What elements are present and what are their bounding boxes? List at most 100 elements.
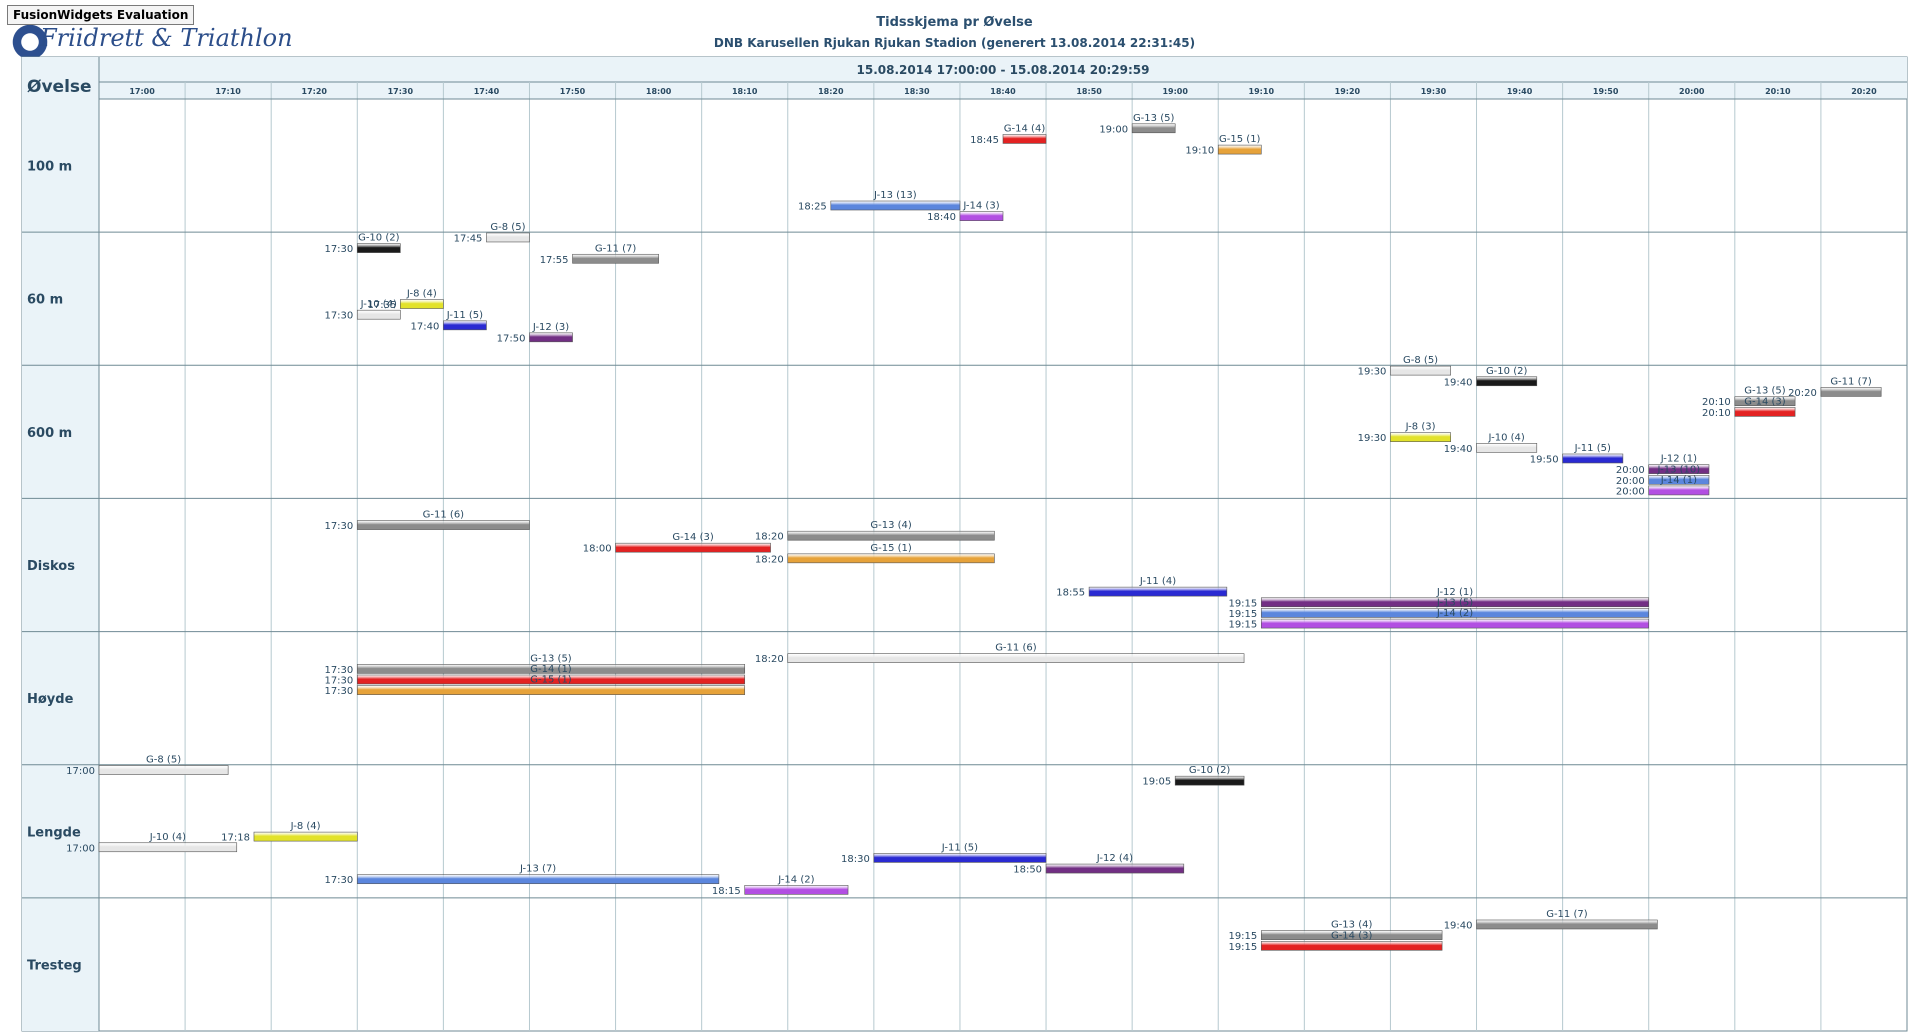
task-bar: [1476, 919, 1658, 930]
time-tick-label: 17:40: [474, 87, 500, 96]
task-bar: [744, 885, 849, 895]
task-bar: [98, 842, 238, 853]
task-label: J-14 (2): [777, 874, 814, 885]
task-bar: [356, 664, 746, 674]
task-label: G-10 (2): [358, 233, 400, 244]
task-label: J-11 (4): [1139, 576, 1176, 587]
task-label: G-8 (5): [1403, 355, 1438, 366]
task-label: G-8 (5): [490, 222, 525, 233]
task-start-label: 17:00: [66, 843, 95, 854]
row-label: Diskos: [27, 559, 75, 574]
time-tick-label: 17:50: [560, 87, 586, 96]
task-start-label: 19:50: [1530, 454, 1559, 465]
task-start-label: 17:40: [411, 321, 440, 332]
time-tick-label: 18:00: [646, 87, 672, 96]
task-label: J-14 (1): [1660, 475, 1697, 486]
time-tick-label: 17:30: [388, 87, 414, 96]
task-start-label: 17:30: [324, 875, 353, 886]
task-bar: [830, 200, 961, 211]
row-label: Høyde: [27, 692, 74, 707]
logo-text: Friidrett & Triathlon: [40, 24, 293, 52]
task-label: G-11 (7): [595, 243, 637, 254]
time-tick-label: 18:40: [990, 87, 1016, 96]
task-bar: [1562, 453, 1624, 464]
task-start-label: 17:30: [324, 665, 353, 676]
task-bar: [356, 243, 401, 253]
task-start-label: 19:40: [1444, 444, 1473, 455]
task-bar: [400, 299, 444, 309]
task-start-label: 18:20: [755, 654, 784, 665]
task-start-label: 18:45: [970, 135, 999, 146]
task-label: J-12 (3): [532, 322, 569, 333]
date-header-bg: [99, 57, 1907, 82]
time-tick-label: 19:40: [1507, 87, 1533, 96]
task-start-label: 19:40: [1444, 377, 1473, 388]
task-start-label: 20:00: [1616, 465, 1645, 476]
task-bar: [1390, 432, 1451, 442]
task-bar: [1131, 123, 1176, 134]
task-bar: [787, 653, 1245, 664]
task-bar: [615, 542, 771, 553]
task-bar: [356, 309, 401, 320]
time-tick-label: 18:50: [1076, 87, 1102, 96]
task-label: G-10 (2): [1486, 366, 1528, 377]
task-bar: [572, 253, 659, 264]
task-label: G-14 (4): [1004, 123, 1046, 134]
task-bar: [1476, 443, 1538, 453]
process-column-bg: [22, 57, 99, 1031]
task-start-label: 17:30: [324, 676, 353, 687]
task-start-label: 19:10: [1185, 146, 1214, 157]
row-label: Tresteg: [27, 958, 82, 973]
task-bar: [98, 765, 229, 775]
task-start-label: 19:30: [1358, 433, 1387, 444]
task-start-label: 17:50: [497, 333, 526, 344]
task-start-label: 18:20: [755, 554, 784, 565]
task-label: J-10 (4): [1488, 432, 1525, 443]
task-bar: [1260, 597, 1650, 608]
time-tick-label: 17:20: [302, 87, 328, 96]
task-label: J-10 (4): [360, 299, 397, 310]
task-start-label: 17:30: [324, 686, 353, 697]
time-tick-label: 19:20: [1335, 87, 1361, 96]
task-start-label: 18:55: [1056, 588, 1085, 599]
time-tick-label: 19:50: [1593, 87, 1619, 96]
task-bar: [1217, 144, 1262, 155]
time-tick-label: 17:10: [215, 87, 241, 96]
task-bar: [1390, 365, 1451, 376]
task-bar: [253, 831, 358, 842]
task-start-label: 18:30: [841, 854, 870, 865]
task-start-label: 19:30: [1358, 367, 1387, 378]
task-label: J-14 (3): [962, 201, 999, 212]
task-start-label: 20:10: [1702, 408, 1731, 419]
task-bar: [787, 553, 995, 564]
task-label: G-10 (2): [1189, 765, 1231, 776]
task-start-label: 20:20: [1788, 388, 1817, 399]
row-label: 100 m: [27, 160, 72, 175]
task-label: G-11 (6): [423, 510, 465, 521]
task-label: G-15 (1): [1219, 134, 1261, 145]
chart-title: Tidsskjema pr Øvelse: [876, 15, 1033, 30]
task-start-label: 18:00: [583, 544, 612, 555]
time-tick-label: 18:10: [732, 87, 758, 96]
task-start-label: 19:15: [1228, 620, 1257, 631]
task-label: G-14 (3): [672, 532, 714, 543]
task-start-label: 17:18: [221, 833, 250, 844]
task-label: G-13 (4): [1331, 920, 1373, 931]
task-label: G-11 (6): [995, 643, 1037, 654]
task-start-label: 17:35: [368, 300, 397, 311]
task-bar: [1045, 863, 1185, 874]
task-bar: [1648, 485, 1710, 496]
row-label: Lengde: [27, 825, 81, 840]
time-tick-label: 19:00: [1162, 87, 1188, 96]
task-label: G-13 (5): [1744, 386, 1786, 397]
task-bar: [873, 853, 1047, 863]
task-start-label: 19:15: [1228, 598, 1257, 609]
task-label: J-14 (2): [1436, 608, 1473, 619]
task-label: J-12 (1): [1436, 587, 1473, 598]
task-start-label: 18:25: [798, 202, 827, 213]
task-label: J-8 (3): [1405, 422, 1436, 433]
task-bar: [486, 232, 530, 243]
task-label: J-10 (4): [149, 832, 186, 843]
task-start-label: 17:45: [454, 233, 483, 244]
task-bar: [1260, 940, 1443, 951]
